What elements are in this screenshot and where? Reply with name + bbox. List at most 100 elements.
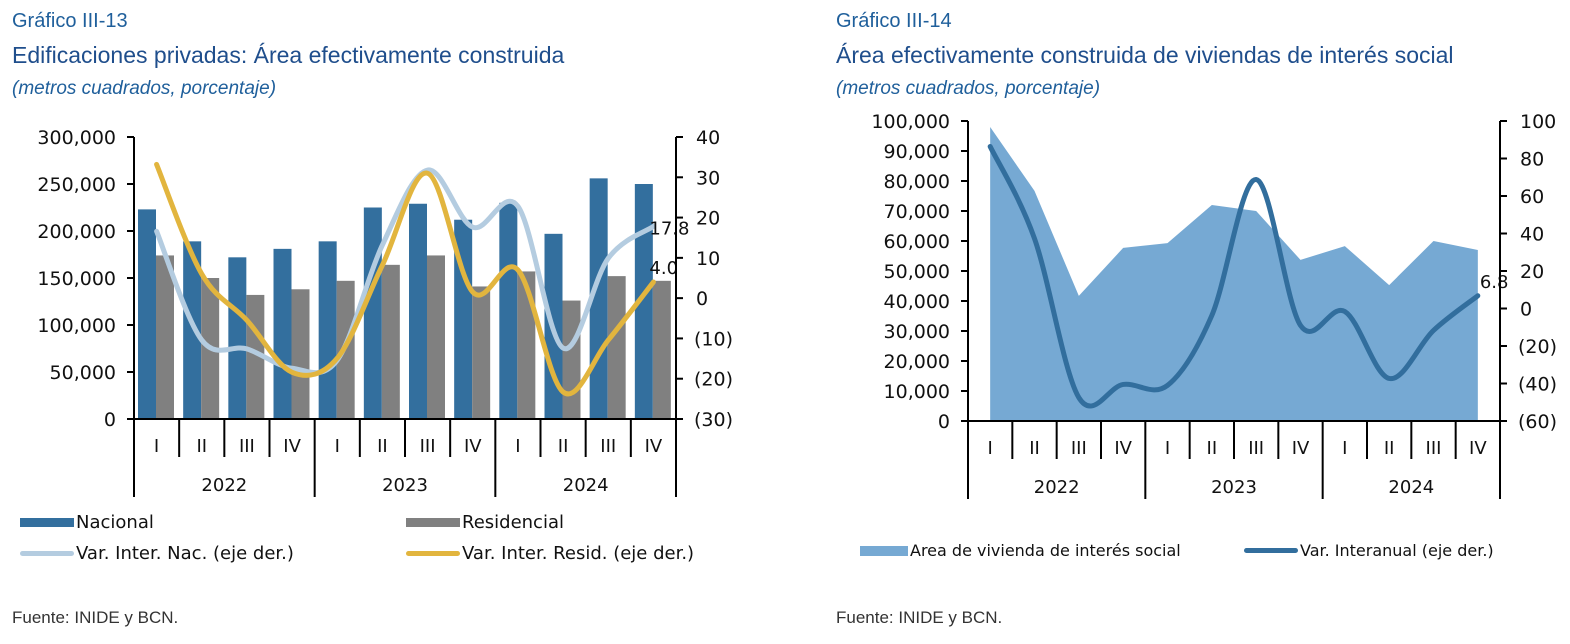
x-tick-label: II	[196, 436, 207, 457]
legend-label: Var. Inter. Nac. (eje der.)	[76, 543, 294, 564]
y2-tick-label: 20	[696, 208, 720, 230]
x-tick-label: II	[1384, 438, 1395, 459]
x-tick-label: III	[420, 436, 436, 457]
chart-iii-13: 17.8 4.0 0 50,000 100,000 150,000 200,000 250,0…	[37, 127, 733, 497]
y2-tick-label: 40	[1520, 224, 1544, 246]
y2-tick-label: 40	[696, 127, 720, 149]
y2-tick-label: (20)	[694, 369, 733, 391]
chart-title: Edificaciones privadas: Área efectivamen…	[12, 42, 565, 68]
legend-item-residencial: Residencial	[406, 512, 564, 533]
legend-label: Residencial	[462, 512, 564, 533]
legend-swatch	[1244, 548, 1298, 553]
legend-item-var-nac: Var. Inter. Nac. (eje der.)	[20, 543, 294, 564]
bar-residencial	[472, 286, 491, 419]
y2-tick-label: 0	[696, 288, 708, 310]
bar-residencial	[291, 289, 310, 419]
x-tick-label: I	[335, 436, 340, 457]
x-tick-label: IV	[464, 436, 482, 457]
x-tick-label: I	[1342, 438, 1347, 459]
legend-swatch	[860, 545, 908, 556]
x-tick-label: III	[239, 436, 255, 457]
y-tick-label: 50,000	[50, 362, 116, 384]
y-tick-label: 60,000	[884, 231, 950, 253]
y2-tick-label: 20	[1520, 261, 1544, 283]
x-year-label: 2022	[1034, 477, 1080, 498]
chart-subtitle: (metros cuadrados, porcentaje)	[12, 78, 277, 99]
x-tick-label: IV	[645, 436, 663, 457]
line-series	[154, 161, 656, 397]
x-year-label: 2024	[563, 475, 609, 496]
y-tick-label: 100,000	[37, 315, 116, 337]
x-year-label: 2023	[1211, 477, 1257, 498]
bar-nacional	[363, 207, 382, 419]
legend-label: Var. Inter. Resid. (eje der.)	[462, 543, 695, 564]
x-tick-label: II	[1207, 438, 1218, 459]
chart-number: Gráfico III-14	[836, 10, 952, 32]
y2-tick-label: 60	[1520, 186, 1544, 208]
y-tick-label: 30,000	[884, 321, 950, 343]
legend-swatch	[406, 551, 460, 556]
data-label: 4.0	[649, 258, 678, 279]
bar-nacional	[409, 203, 427, 419]
y-tick-label: 250,000	[37, 174, 116, 196]
x-tick-label: I	[988, 438, 993, 459]
chart-subtitle: (metros cuadrados, porcentaje)	[836, 78, 1101, 99]
y2-tick-label: 30	[696, 167, 720, 189]
y-tick-label: 10,000	[884, 381, 950, 403]
x-tick-label: III	[1248, 438, 1264, 459]
y-tick-label: 150,000	[37, 268, 116, 290]
bar-nacional	[183, 241, 202, 419]
x-tick-label: III	[1071, 438, 1087, 459]
area-series	[990, 127, 1478, 421]
y-tick-label: 0	[938, 411, 950, 433]
x-tick-label: I	[1165, 438, 1170, 459]
bar-nacional	[228, 257, 247, 419]
bar-residencial	[517, 271, 536, 419]
legend-item-var-resid: Var. Inter. Resid. (eje der.)	[406, 543, 694, 564]
y2-tick-label: 100	[1520, 111, 1556, 133]
x-year-label: 2022	[201, 475, 247, 496]
legend-label: Area de vivienda de interés social	[910, 541, 1181, 560]
x-tick-label: III	[600, 436, 616, 457]
y2-tick-label: 0	[1520, 299, 1532, 321]
x-tick-label: II	[558, 436, 569, 457]
chart-title: Área efectivamente construida de viviend…	[836, 42, 1454, 68]
y2-tick-label: 10	[696, 248, 720, 270]
x-tick-label: II	[1029, 438, 1040, 459]
y-tick-label: 200,000	[37, 221, 116, 243]
y-tick-label: 90,000	[884, 141, 950, 163]
x-tick-label: I	[515, 436, 520, 457]
y-tick-label: 40,000	[884, 291, 950, 313]
x-year-label: 2023	[382, 475, 428, 496]
y-tick-label: 80,000	[884, 171, 950, 193]
bar-nacional	[499, 202, 518, 419]
y-tick-label: 100,000	[871, 111, 950, 133]
x-tick-label: IV	[1469, 438, 1487, 459]
y-tick-label: 20,000	[884, 351, 950, 373]
y2-tick-label: (40)	[1518, 374, 1557, 396]
y2-tick-label: 80	[1520, 149, 1544, 171]
bar-residencial	[562, 300, 581, 419]
bar-residencial	[381, 264, 400, 419]
y2-tick-label: (10)	[694, 328, 733, 350]
bar-nacional	[454, 219, 473, 419]
x-tick-label: II	[377, 436, 388, 457]
x-tick-label: IV	[1292, 438, 1310, 459]
y-tick-label: 300,000	[37, 127, 116, 149]
chart-number: Gráfico III-13	[12, 10, 128, 32]
chart-source: Fuente: INIDE y BCN.	[12, 608, 179, 627]
legend-label: Var. Interanual (eje der.)	[1300, 541, 1494, 560]
data-label: 6.8	[1480, 272, 1509, 293]
x-tick-label: IV	[283, 436, 301, 457]
y-tick-label: 0	[104, 409, 116, 431]
x-tick-label: I	[154, 436, 159, 457]
data-label: 17.8	[649, 218, 689, 239]
y2-tick-label: (20)	[1518, 336, 1557, 358]
y-tick-label: 70,000	[884, 201, 950, 223]
chart-iii-14: 6.8 0 10,000 20,000 30,000 40,000 50,000 60,000…	[871, 111, 1557, 499]
y-tick-label: 50,000	[884, 261, 950, 283]
bar-nacional	[634, 184, 653, 419]
x-year-label: 2024	[1388, 477, 1434, 498]
legend-label: Nacional	[76, 512, 154, 533]
legend-swatch	[20, 551, 74, 556]
